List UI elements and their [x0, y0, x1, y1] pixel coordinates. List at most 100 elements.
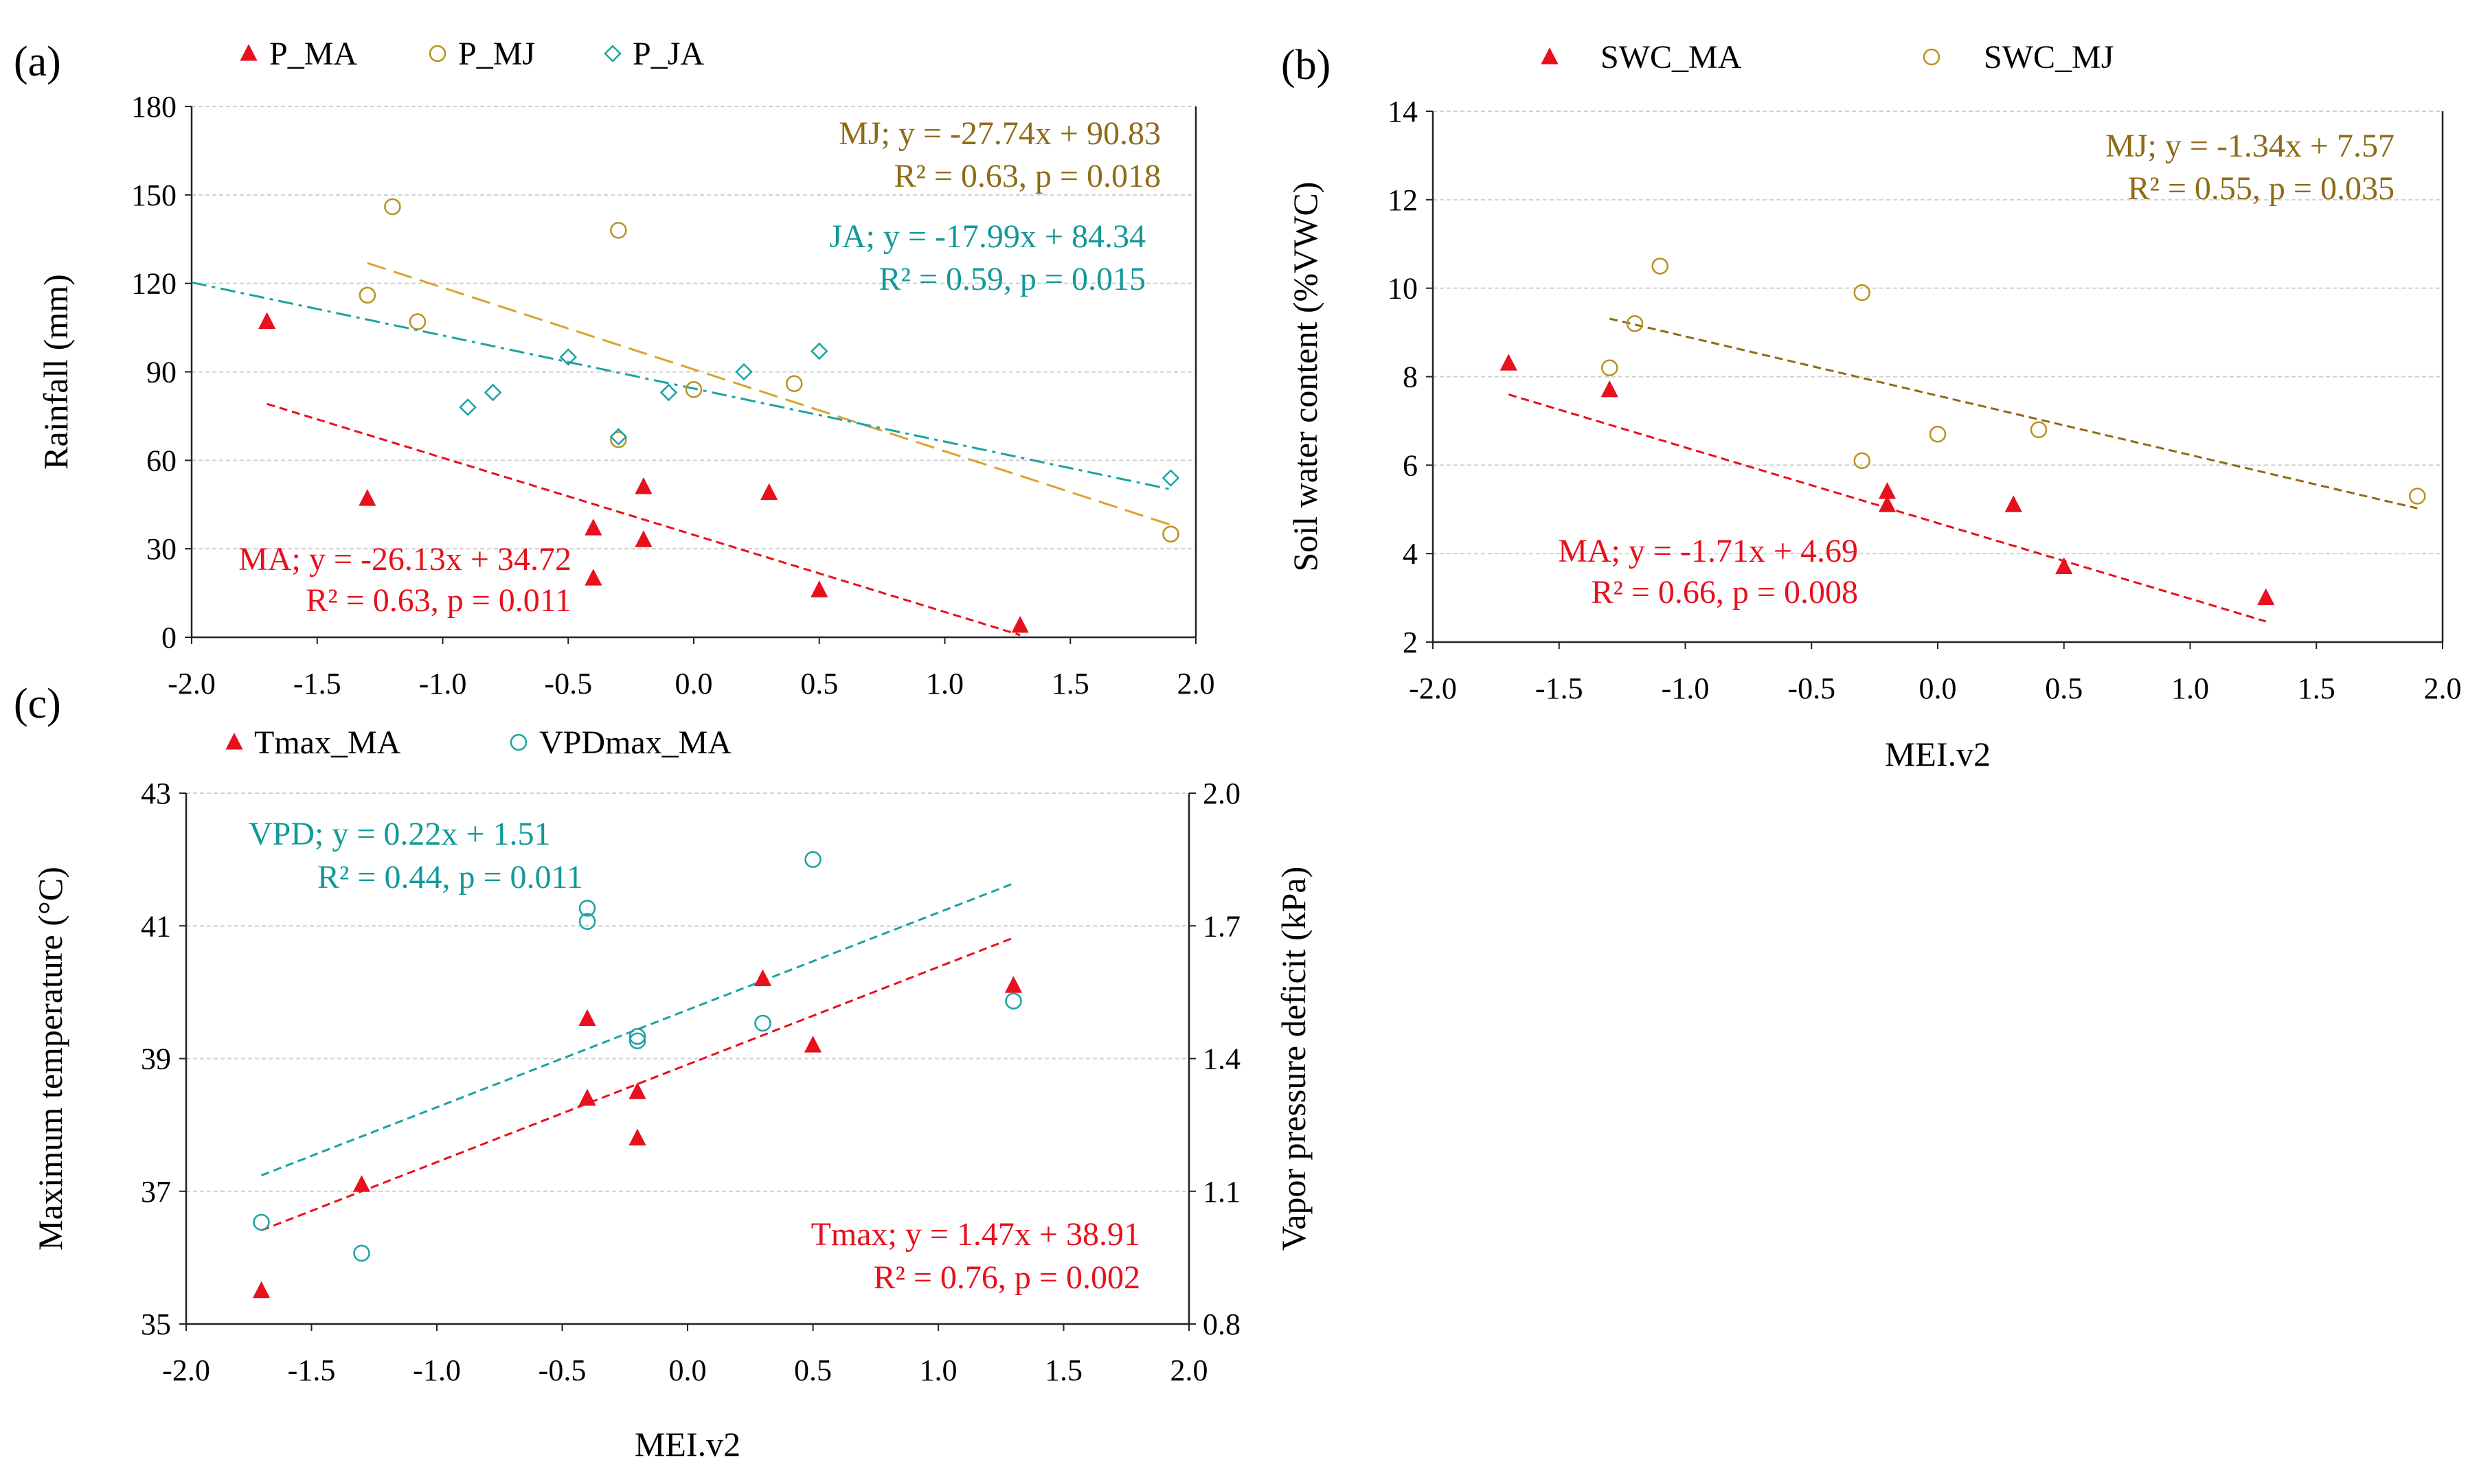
data-point-p-mj — [1162, 525, 1179, 543]
y-axis-title: Maximum temperature (°C) — [31, 867, 69, 1251]
data-point-swc-mj — [2030, 421, 2048, 439]
x-tick-label: -2.0 — [168, 667, 216, 700]
data-point-p-ma — [760, 483, 778, 501]
y-tick-label: 10 — [1388, 272, 1418, 306]
y-tick-label: 12 — [1388, 183, 1418, 217]
data-point-p-mj — [610, 222, 627, 239]
y-tick-label: 14 — [1388, 95, 1418, 128]
data-point-p-ja — [459, 398, 477, 416]
x-tick-label: 0.5 — [794, 1354, 832, 1387]
x-tick-label: -0.5 — [539, 1354, 587, 1387]
legend-marker-vpdmax-ma — [510, 733, 528, 751]
data-point-tmax-ma — [1004, 976, 1023, 993]
x-tick-label: -2.0 — [162, 1354, 210, 1387]
y-axis-title: Rainfall (mm) — [36, 274, 75, 470]
data-point-swc-mj — [2409, 488, 2426, 505]
y2-tick-label: 1.7 — [1203, 909, 1241, 943]
y-tick-label: 60 — [146, 444, 177, 477]
legend-label: SWC_MA — [1600, 39, 1742, 76]
data-point-swc-mj — [1626, 315, 1644, 332]
data-point-p-mj — [785, 375, 803, 392]
data-point-p-mj — [384, 198, 401, 216]
x-tick-label: -0.5 — [1787, 672, 1835, 705]
y-tick-label: 2 — [1403, 626, 1418, 659]
data-point-swc-ma — [2004, 495, 2022, 512]
panel-b: (b) 2 4 6 8 10 12 14 -2.0 -1.5 -1.0 -0.5 0.0 0.5 1.0 1.… — [1281, 39, 2462, 773]
data-point-tmax-ma — [629, 1082, 646, 1099]
x-axis-title: MEI.v2 — [635, 1425, 740, 1463]
fit-stats: R² = 0.63, p = 0.018 — [894, 158, 1161, 194]
data-point-tmax-ma — [754, 969, 772, 987]
fit-equation: VPD; y = 0.22x + 1.51 — [249, 816, 551, 852]
y2-tick-label: 2.0 — [1203, 777, 1241, 810]
data-point-vpdmax-ma — [353, 1244, 370, 1262]
data-point-p-ja — [659, 383, 678, 402]
panel-label: (a) — [14, 38, 61, 85]
x-tick-label: 1.5 — [1045, 1354, 1083, 1387]
data-point-vpdmax-ma — [754, 1014, 771, 1032]
x-tick-label: -1.5 — [1535, 672, 1583, 705]
data-point-vpdmax-ma — [253, 1213, 270, 1231]
legend-label: SWC_MJ — [1984, 39, 2114, 76]
data-point-p-ja — [1162, 469, 1180, 487]
x-tick-label: -1.5 — [288, 1354, 336, 1387]
data-point-swc-ma — [1600, 380, 1618, 398]
fit-equation: Tmax; y = 1.47x + 38.91 — [811, 1216, 1140, 1253]
x-tick-label: 1.5 — [2298, 672, 2335, 705]
y-tick-label: 0 — [161, 621, 177, 654]
y2-tick-label: 1.4 — [1203, 1042, 1241, 1076]
trendline-tmax-ma — [260, 937, 1015, 1232]
data-point-tmax-ma — [252, 1281, 271, 1299]
x-tick-label: 0.5 — [2045, 672, 2083, 705]
x-tick-label: 2.0 — [1177, 667, 1215, 700]
data-point-swc-ma — [1878, 495, 1897, 512]
data-point-vpdmax-ma — [578, 900, 596, 917]
data-point-p-ma — [635, 477, 653, 494]
x-tick-label: 2.0 — [1170, 1354, 1208, 1387]
panel-c: (c) 35 37 39 41 43 0.8 1.1 1.4 1.7 2.0 -2.0 -1.5 -1.0… — [14, 681, 1313, 1463]
data-point-swc-mj — [1929, 425, 1947, 443]
data-point-tmax-ma — [352, 1175, 371, 1192]
data-point-p-mj — [409, 313, 427, 330]
fit-stats: R² = 0.66, p = 0.008 — [1591, 574, 1858, 610]
legend-label: VPDmax_MA — [539, 724, 732, 761]
y-tick-label: 120 — [131, 267, 177, 301]
data-point-swc-ma — [1499, 354, 1517, 371]
data-point-vpdmax-ma — [578, 913, 596, 931]
legend-marker-p-mj — [429, 45, 446, 62]
fit-stats: R² = 0.76, p = 0.002 — [873, 1259, 1140, 1296]
y2-tick-label: 1.1 — [1203, 1175, 1241, 1209]
fit-equation: JA; y = -17.99x + 84.34 — [829, 218, 1146, 255]
y-tick-label: 43 — [141, 777, 171, 810]
data-point-vpdmax-ma — [804, 851, 822, 868]
data-point-tmax-ma — [578, 1009, 596, 1027]
data-point-p-ja — [609, 428, 628, 446]
data-point-p-ma — [811, 580, 828, 597]
x-tick-label: 1.5 — [1052, 667, 1089, 700]
data-point-p-ja — [484, 383, 502, 402]
trendline-p-mj — [367, 262, 1171, 526]
x-tick-label: -1.0 — [413, 1354, 461, 1387]
fit-stats: R² = 0.55, p = 0.035 — [2127, 170, 2395, 207]
data-point-p-ja — [559, 348, 578, 366]
data-point-p-ja — [735, 363, 753, 381]
y-tick-label: 150 — [131, 179, 177, 212]
legend-marker-swc-mj — [1923, 48, 1940, 66]
trendline-swc-mj — [1609, 317, 2418, 510]
y-tick-label: 30 — [146, 532, 177, 566]
data-point-p-mj — [359, 286, 376, 304]
y-tick-label: 90 — [146, 356, 177, 389]
y-tick-label: 4 — [1403, 537, 1418, 571]
x-tick-label: 2.0 — [2424, 672, 2462, 705]
fit-equation: MJ; y = -1.34x + 7.57 — [2105, 128, 2395, 164]
y2-axis-title: Vapor pressure deficit (kPa) — [1274, 867, 1313, 1251]
fit-equation: MA; y = -1.71x + 4.69 — [1558, 533, 1858, 569]
x-tick-label: -1.5 — [293, 667, 341, 700]
legend-label: Tmax_MA — [254, 724, 401, 761]
panel-a: (a) 0 30 60 90 120 150 180 -2.0 -1.5 -1.0 -0.5 0.0 0.… — [14, 36, 1215, 700]
data-point-p-ja — [810, 342, 828, 361]
fit-stats: R² = 0.59, p = 0.015 — [879, 261, 1146, 297]
legend-marker-tmax-ma — [225, 733, 243, 750]
data-point-p-mj — [685, 381, 703, 398]
y-tick-label: 37 — [141, 1175, 171, 1209]
